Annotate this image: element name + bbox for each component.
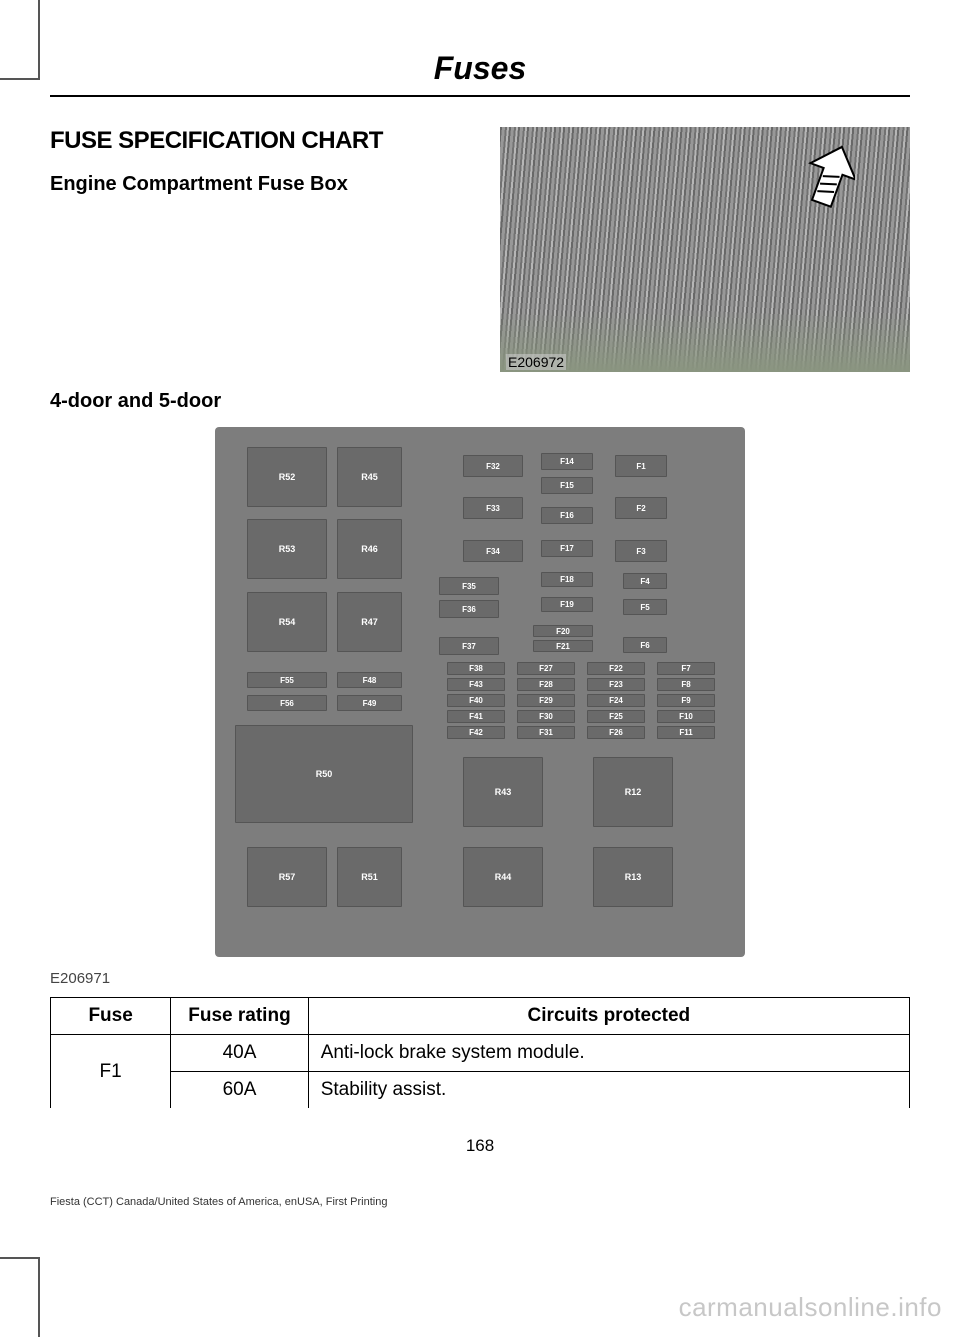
table-row: F140AAnti-lock brake system module. xyxy=(51,1035,910,1072)
fuse-F27: F27 xyxy=(517,662,575,675)
fuse-R46: R46 xyxy=(337,519,402,579)
fuse-F2: F2 xyxy=(615,497,667,519)
th-circuits: Circuits protected xyxy=(308,998,909,1035)
page-content: Fuses FUSE SPECIFICATION CHART Engine Co… xyxy=(50,50,910,1287)
fuse-F41: F41 xyxy=(447,710,505,723)
table-row: 60AStability assist. xyxy=(51,1072,910,1109)
fuse-F55: F55 xyxy=(247,672,327,688)
fuse-F22: F22 xyxy=(587,662,645,675)
fuse-F11: F11 xyxy=(657,726,715,739)
fuse-F10: F10 xyxy=(657,710,715,723)
fuse-table: Fuse Fuse rating Circuits protected F140… xyxy=(50,997,910,1108)
top-left-col: FUSE SPECIFICATION CHART Engine Compartm… xyxy=(50,127,480,372)
fuse-F6: F6 xyxy=(623,637,667,653)
fuse-F48: F48 xyxy=(337,672,402,688)
section-heading: FUSE SPECIFICATION CHART xyxy=(50,127,480,155)
page-number: 168 xyxy=(50,1136,910,1156)
fuse-R50: R50 xyxy=(235,725,413,823)
crop-mark-bottom xyxy=(0,1257,40,1337)
table-body: F140AAnti-lock brake system module.60ASt… xyxy=(51,1035,910,1109)
crop-mark-top xyxy=(0,0,40,80)
fuse-F30: F30 xyxy=(517,710,575,723)
fuse-R44: R44 xyxy=(463,847,543,907)
fuse-R57: R57 xyxy=(247,847,327,907)
fuse-F7: F7 xyxy=(657,662,715,675)
fuse-F16: F16 xyxy=(541,507,593,524)
fuse-F3: F3 xyxy=(615,540,667,562)
table-header-row: Fuse Fuse rating Circuits protected xyxy=(51,998,910,1035)
engine-image-wrap: E206972 xyxy=(500,127,910,372)
top-row: FUSE SPECIFICATION CHART Engine Compartm… xyxy=(50,127,910,372)
fuse-F4: F4 xyxy=(623,573,667,589)
fusebox-diagram-wrap: R52R45R53R46R54R47 F55 F48 F56 F49 R50 R57R51 F… xyxy=(50,427,910,968)
fuse-R53: R53 xyxy=(247,519,327,579)
fuse-F17: F17 xyxy=(541,540,593,557)
th-fuse: Fuse xyxy=(51,998,171,1035)
fuse-R51: R51 xyxy=(337,847,402,907)
fuse-F9: F9 xyxy=(657,694,715,707)
fuse-F32: F32 xyxy=(463,455,523,477)
cell-fuse: F1 xyxy=(51,1035,171,1109)
fuse-F49: F49 xyxy=(337,695,402,711)
watermark: carmanualsonline.info xyxy=(679,1292,942,1323)
fuse-F21: F21 xyxy=(533,640,593,652)
header-rule xyxy=(50,95,910,97)
page-title: Fuses xyxy=(50,50,910,95)
fuse-F37: F37 xyxy=(439,637,499,655)
fuse-F24: F24 xyxy=(587,694,645,707)
fuse-F29: F29 xyxy=(517,694,575,707)
fuse-F26: F26 xyxy=(587,726,645,739)
fuse-F42: F42 xyxy=(447,726,505,739)
fuse-R45: R45 xyxy=(337,447,402,507)
fuse-F28: F28 xyxy=(517,678,575,691)
th-rating: Fuse rating xyxy=(171,998,308,1035)
fuse-F25: F25 xyxy=(587,710,645,723)
fuse-F35: F35 xyxy=(439,577,499,595)
fuse-F14: F14 xyxy=(541,453,593,470)
fuse-F19: F19 xyxy=(541,597,593,612)
fuse-R52: R52 xyxy=(247,447,327,507)
fuse-F23: F23 xyxy=(587,678,645,691)
fuse-F31: F31 xyxy=(517,726,575,739)
fuse-R47: R47 xyxy=(337,592,402,652)
fuse-F33: F33 xyxy=(463,497,523,519)
fuse-F36: F36 xyxy=(439,600,499,618)
fusebox-diagram: R52R45R53R46R54R47 F55 F48 F56 F49 R50 R57R51 F… xyxy=(215,427,745,957)
subsection-heading-a: Engine Compartment Fuse Box xyxy=(50,173,480,196)
fuse-F5: F5 xyxy=(623,599,667,615)
fusebox-label: E206971 xyxy=(50,970,910,987)
fuse-F40: F40 xyxy=(447,694,505,707)
fuse-F1: F1 xyxy=(615,455,667,477)
fuse-R12: R12 xyxy=(593,757,673,827)
fuse-F8: F8 xyxy=(657,678,715,691)
cell-circuits: Stability assist. xyxy=(308,1072,909,1109)
cell-circuits: Anti-lock brake system module. xyxy=(308,1035,909,1072)
arrow-icon xyxy=(807,145,855,210)
footer-text: Fiesta (CCT) Canada/United States of Ame… xyxy=(50,1196,910,1208)
cell-rating: 60A xyxy=(171,1072,308,1109)
subsection-heading-b: 4-door and 5-door xyxy=(50,390,910,413)
cell-rating: 40A xyxy=(171,1035,308,1072)
engine-compartment-image: E206972 xyxy=(500,127,910,372)
fuse-F56: F56 xyxy=(247,695,327,711)
fuse-F34: F34 xyxy=(463,540,523,562)
fuse-R54: R54 xyxy=(247,592,327,652)
fuse-F20: F20 xyxy=(533,625,593,637)
fuse-F15: F15 xyxy=(541,477,593,494)
engine-image-label: E206972 xyxy=(506,354,566,370)
fuse-R13: R13 xyxy=(593,847,673,907)
fuse-R43: R43 xyxy=(463,757,543,827)
fuse-F43: F43 xyxy=(447,678,505,691)
fuse-F38: F38 xyxy=(447,662,505,675)
fuse-F18: F18 xyxy=(541,572,593,587)
